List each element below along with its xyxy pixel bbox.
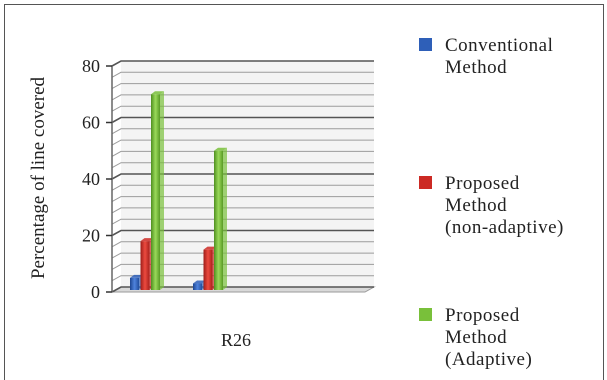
legend-label-line: Method (445, 195, 508, 216)
legend-label: Conventional Method (445, 35, 553, 79)
bar-side-face (223, 147, 227, 290)
y-tick-label: 80 (82, 56, 100, 76)
legend-label: Proposed Method (Adaptive) (445, 305, 532, 371)
bar-front-face (151, 94, 160, 290)
legend-label-line: Method (445, 327, 508, 348)
minor-gridline (111, 218, 374, 225)
legend-label-line: Method (445, 57, 508, 78)
bar-top-face (130, 274, 143, 278)
y-tick-label: 20 (82, 226, 100, 246)
minor-gridline (111, 94, 374, 101)
bar-top-face (214, 147, 227, 151)
minor-gridline (111, 196, 374, 203)
legend-label-line: Proposed (445, 173, 520, 194)
minor-gridline (111, 275, 374, 282)
bar-front-face (214, 150, 223, 290)
y-axis-label: Percentage of line covered (28, 76, 49, 279)
bar-top-face (193, 280, 206, 284)
minor-gridline (111, 162, 374, 169)
bar-top-face (203, 246, 217, 250)
bar-top-face (151, 91, 164, 95)
minor-gridline (111, 150, 374, 157)
legend-label-line: Conventional (445, 35, 554, 56)
bar-front-face (193, 283, 202, 290)
minor-gridline (111, 105, 374, 112)
major-gridline (111, 286, 374, 293)
legend-swatch (419, 308, 432, 321)
minor-gridline (111, 128, 374, 135)
bar-group2-series3 (214, 147, 227, 290)
y-tick-label: 60 (82, 113, 100, 133)
y-tick-label: 0 (91, 282, 100, 302)
bar-front-face (130, 277, 139, 290)
legend-label-line: (non-adaptive) (445, 217, 564, 238)
legend-label-line: Proposed (445, 305, 520, 326)
legend-item-2: Proposed Method (non-adaptive) (419, 173, 564, 239)
minor-gridline (111, 139, 374, 146)
legend-label: Proposed Method (non-adaptive) (445, 173, 564, 239)
minor-gridline (111, 83, 374, 90)
legend-swatch (419, 176, 432, 189)
legend-item-1: Conventional Method (419, 35, 553, 79)
legend-label-line: (Adaptive) (445, 349, 533, 370)
major-gridline (111, 116, 374, 124)
bar-top-face (140, 238, 154, 242)
bar-front-face (203, 249, 213, 290)
minor-gridline (111, 241, 374, 248)
minor-gridline (111, 263, 374, 270)
legend-item-3: Proposed Method (Adaptive) (419, 305, 532, 371)
x-category-label: R26 (221, 330, 251, 350)
y-tick-label: 40 (82, 169, 100, 189)
minor-gridline (111, 207, 374, 214)
minor-gridline (111, 71, 374, 78)
legend-swatch (419, 38, 432, 51)
bar-group1-series3 (151, 91, 164, 290)
chart-frame (4, 4, 604, 380)
bar-side-face (160, 91, 164, 290)
major-gridline (111, 173, 374, 180)
major-gridline (111, 229, 374, 237)
bar-front-face (140, 241, 150, 290)
minor-gridline (111, 252, 374, 259)
minor-gridline (111, 184, 374, 191)
major-gridline (111, 60, 374, 67)
